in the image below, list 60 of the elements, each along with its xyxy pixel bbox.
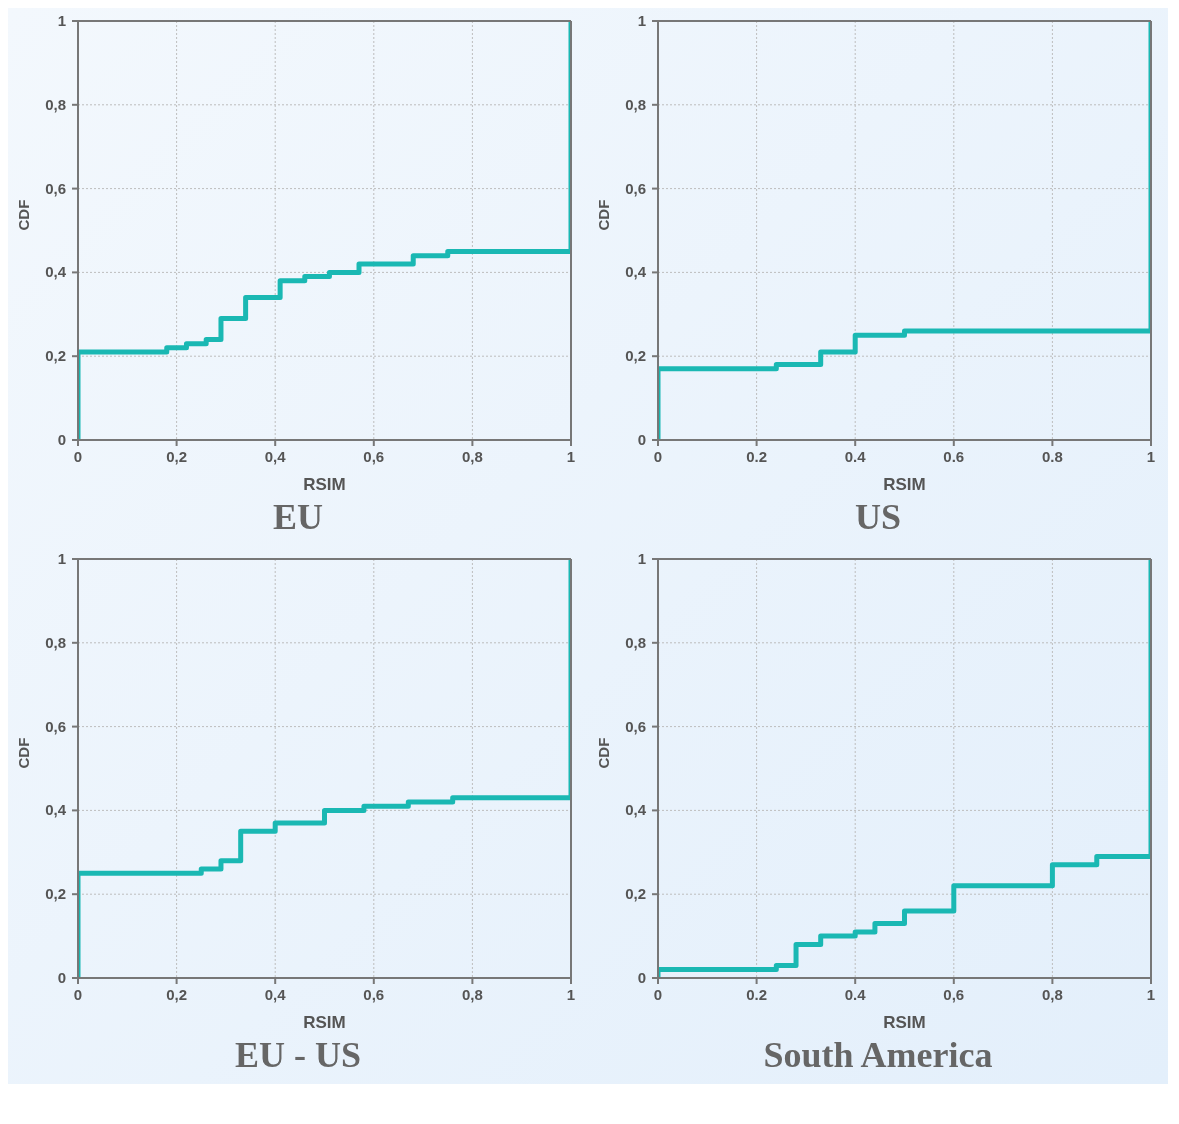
x-tick-label: 0,2 (166, 986, 188, 1003)
x-tick-label: 1 (566, 448, 576, 465)
x-axis-title: RSIM (303, 475, 346, 494)
y-tick-label: 1 (57, 550, 66, 567)
y-tick-label: 1 (637, 550, 646, 567)
y-tick-label: 0,2 (625, 885, 646, 903)
x-axis-title: RSIM (883, 1013, 926, 1032)
x-tick-label: 0,6 (363, 448, 385, 465)
y-tick-label: 0,2 (45, 885, 66, 903)
y-axis-title: CDF (595, 737, 613, 769)
x-tick-label: 0.2 (746, 448, 768, 465)
y-tick-label: 0,4 (625, 263, 647, 281)
y-tick-label: 0,6 (45, 179, 66, 197)
y-tick-label: 0 (57, 969, 66, 986)
x-tick-label: 0,8 (461, 448, 483, 465)
x-tick-label: 0,8 (1041, 986, 1063, 1003)
x-tick-label: 0,2 (166, 448, 188, 465)
y-tick-label: 0,6 (45, 717, 66, 735)
y-tick-label: 0 (57, 431, 66, 448)
y-axis-title: CDF (15, 199, 33, 231)
x-tick-label: 0.4 (844, 986, 867, 1003)
x-tick-label: 1 (1146, 448, 1156, 465)
x-tick-label: 0,4 (264, 448, 287, 465)
y-tick-label: 1 (57, 12, 66, 29)
y-tick-label: 0,2 (45, 347, 66, 365)
x-tick-label: 0,6 (363, 986, 385, 1003)
x-tick-label: 0 (73, 448, 83, 465)
y-tick-label: 0,6 (625, 179, 646, 197)
y-tick-label: 0,4 (45, 801, 67, 819)
x-tick-label: 0.8 (1041, 448, 1063, 465)
y-tick-label: 0,6 (625, 717, 646, 735)
y-tick-label: 0,8 (625, 95, 646, 113)
x-tick-label: 0.6 (943, 448, 965, 465)
x-axis-title: RSIM (883, 475, 926, 494)
y-tick-label: 0 (637, 969, 646, 986)
y-tick-label: 0,4 (45, 263, 67, 281)
y-tick-label: 1 (637, 12, 646, 29)
x-tick-label: 0,8 (461, 986, 483, 1003)
y-tick-label: 0,2 (625, 347, 646, 365)
x-axis-title: RSIM (303, 1013, 346, 1032)
text: South America (762, 1034, 994, 1077)
x-tick-label: 0.4 (844, 448, 867, 465)
x-tick-label: 0,6 (943, 986, 965, 1003)
y-axis-title: CDF (15, 737, 33, 769)
text: US (854, 496, 902, 539)
y-tick-label: 0 (637, 431, 646, 448)
y-tick-label: 0,8 (45, 633, 66, 651)
x-tick-label: 1 (566, 986, 576, 1003)
y-tick-label: 0,4 (625, 801, 647, 819)
text: EU - US (234, 1034, 362, 1077)
x-tick-label: 1 (1146, 986, 1156, 1003)
text: EU (272, 496, 324, 539)
x-tick-label: 0 (653, 986, 663, 1003)
x-tick-label: 0 (653, 448, 663, 465)
y-axis-title: CDF (595, 199, 613, 231)
y-tick-label: 0,8 (625, 633, 646, 651)
y-tick-label: 0,8 (45, 95, 66, 113)
x-tick-label: 0 (73, 986, 83, 1003)
x-tick-label: 0.2 (746, 986, 768, 1003)
x-tick-label: 0,4 (264, 986, 287, 1003)
